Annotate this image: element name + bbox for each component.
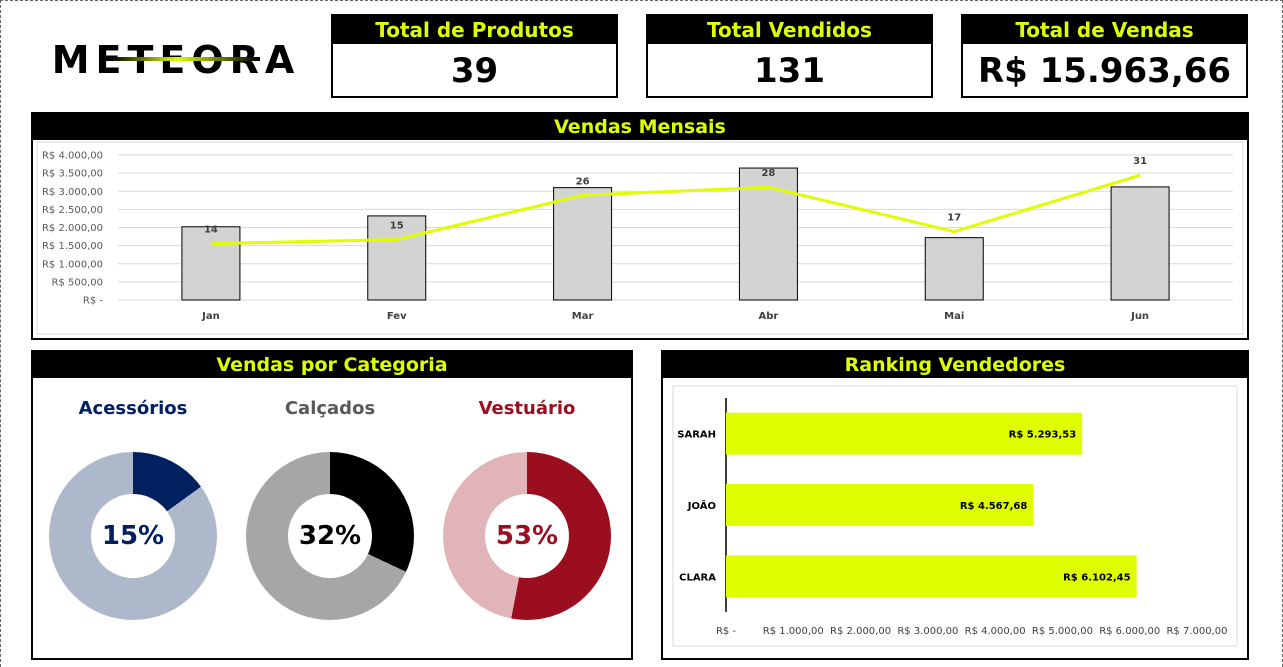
monthly-sales-chart: R$ 4.000,00 R$ 3.500,00 R$ 3.000,00 R$ 2.50… bbox=[36, 141, 1244, 335]
y-tick-label: R$ 3.000,00 bbox=[42, 187, 103, 198]
y-tick-label: CLARA bbox=[679, 572, 716, 583]
kpi-card-total-vendidos: Total Vendidos 131 bbox=[646, 14, 933, 98]
chart-border bbox=[36, 141, 1244, 335]
bar-mai bbox=[924, 237, 984, 301]
category-donuts: Acessórios 15% Calçados 32% Vestuário 53% bbox=[33, 378, 631, 658]
x-tick-label: Mai bbox=[944, 311, 964, 322]
donut-percentage: 53% bbox=[485, 494, 569, 578]
panel-vendas-mensais: Vendas Mensais R$ 4.000,00 R$ 3.500,00 R$ … bbox=[31, 112, 1249, 340]
category-label: Vestuário bbox=[478, 398, 576, 419]
x-tick-label: R$ 1.000,00 bbox=[763, 626, 824, 637]
data-label: 14 bbox=[204, 225, 218, 236]
y-tick-label: R$ 500,00 bbox=[52, 277, 103, 288]
panel-vendas-por-categoria: Vendas por Categoria Acessórios 15% Calçad… bbox=[31, 350, 633, 660]
y-tick-label: JOÃO bbox=[687, 499, 716, 512]
x-tick-label: R$ 6.000,00 bbox=[1099, 626, 1160, 637]
meteora-logo: METEORA bbox=[52, 40, 295, 80]
bar-abr bbox=[738, 167, 798, 301]
data-label: 15 bbox=[390, 221, 404, 232]
x-tick-label: Mar bbox=[572, 311, 594, 322]
bar-clara bbox=[726, 555, 1137, 598]
bar-jun bbox=[1110, 186, 1170, 301]
data-label: 28 bbox=[761, 168, 775, 179]
kpi-title: Total de Vendas bbox=[963, 16, 1246, 44]
x-tick-label: R$ - bbox=[716, 626, 736, 637]
x-tick-label: R$ 5.000,00 bbox=[1032, 626, 1093, 637]
chart-border bbox=[672, 385, 1238, 647]
y-tick-label: R$ 1.500,00 bbox=[42, 241, 103, 252]
x-tick-label: Fev bbox=[387, 311, 407, 322]
donut-percentage: 32% bbox=[288, 494, 372, 578]
y-tick-label: R$ 4.000,00 bbox=[42, 151, 103, 162]
bar-sarah bbox=[726, 412, 1083, 455]
kpi-value: 131 bbox=[754, 51, 825, 91]
frame-top-border bbox=[0, 0, 1283, 1]
data-label: 26 bbox=[576, 176, 590, 187]
y-tick-label: R$ - bbox=[83, 296, 103, 307]
x-tick-label: R$ 7.000,00 bbox=[1166, 626, 1227, 637]
ranking-chart: R$ - R$ 1.000,00 R$ 2.000,00 R$ 3.000,00 R$ … bbox=[672, 385, 1238, 647]
category-label: Acessórios bbox=[78, 398, 188, 419]
data-label: 17 bbox=[947, 213, 961, 224]
category-label: Calçados bbox=[284, 398, 376, 419]
bar-jan bbox=[181, 226, 241, 301]
panel-ranking-vendedores: Ranking Vendedores R$ - R$ 1.000,00 R$ 2.0… bbox=[661, 350, 1249, 660]
quantity-line bbox=[210, 173, 1141, 246]
bar-mar bbox=[553, 187, 613, 301]
bar-fev bbox=[367, 215, 427, 301]
x-tick-label: R$ 2.000,00 bbox=[830, 626, 891, 637]
y-tick-label: R$ 3.500,00 bbox=[42, 169, 103, 180]
donut-vestuário: 53% bbox=[443, 452, 611, 620]
kpi-card-total-produtos: Total de Produtos 39 bbox=[331, 14, 618, 98]
x-tick-label: Jun bbox=[1130, 311, 1149, 322]
data-label: 31 bbox=[1133, 156, 1147, 167]
donut-calçados: 32% bbox=[246, 452, 414, 620]
y-tick-label: R$ 1.000,00 bbox=[42, 259, 103, 270]
y-tick-label: R$ 2.500,00 bbox=[42, 205, 103, 216]
data-label: R$ 4.567,68 bbox=[960, 501, 1028, 512]
frame-left-border bbox=[0, 0, 1, 667]
kpi-title: Total de Produtos bbox=[333, 16, 616, 44]
kpi-value: 39 bbox=[450, 51, 499, 91]
kpi-title: Total Vendidos bbox=[648, 16, 931, 44]
x-tick-label: R$ 4.000,00 bbox=[965, 626, 1026, 637]
logo-swoosh bbox=[110, 57, 260, 61]
data-label: R$ 5.293,53 bbox=[1009, 430, 1077, 441]
donut-percentage: 15% bbox=[91, 494, 175, 578]
panel-title: Vendas por Categoria bbox=[33, 352, 631, 378]
bar-joão bbox=[726, 484, 1034, 526]
kpi-card-total-vendas: Total de Vendas R$ 15.963,66 bbox=[961, 14, 1248, 98]
y-tick-label: SARAH bbox=[677, 430, 716, 441]
panel-title: Vendas Mensais bbox=[33, 114, 1247, 140]
x-tick-label: R$ 3.000,00 bbox=[897, 626, 958, 637]
kpi-value: R$ 15.963,66 bbox=[977, 51, 1232, 91]
x-tick-label: Jan bbox=[201, 311, 220, 322]
y-tick-label: R$ 2.000,00 bbox=[42, 223, 103, 234]
donut-acessórios: 15% bbox=[49, 452, 217, 620]
data-label: R$ 6.102,45 bbox=[1063, 572, 1131, 583]
x-tick-label: Abr bbox=[758, 311, 778, 322]
panel-title: Ranking Vendedores bbox=[663, 352, 1247, 378]
